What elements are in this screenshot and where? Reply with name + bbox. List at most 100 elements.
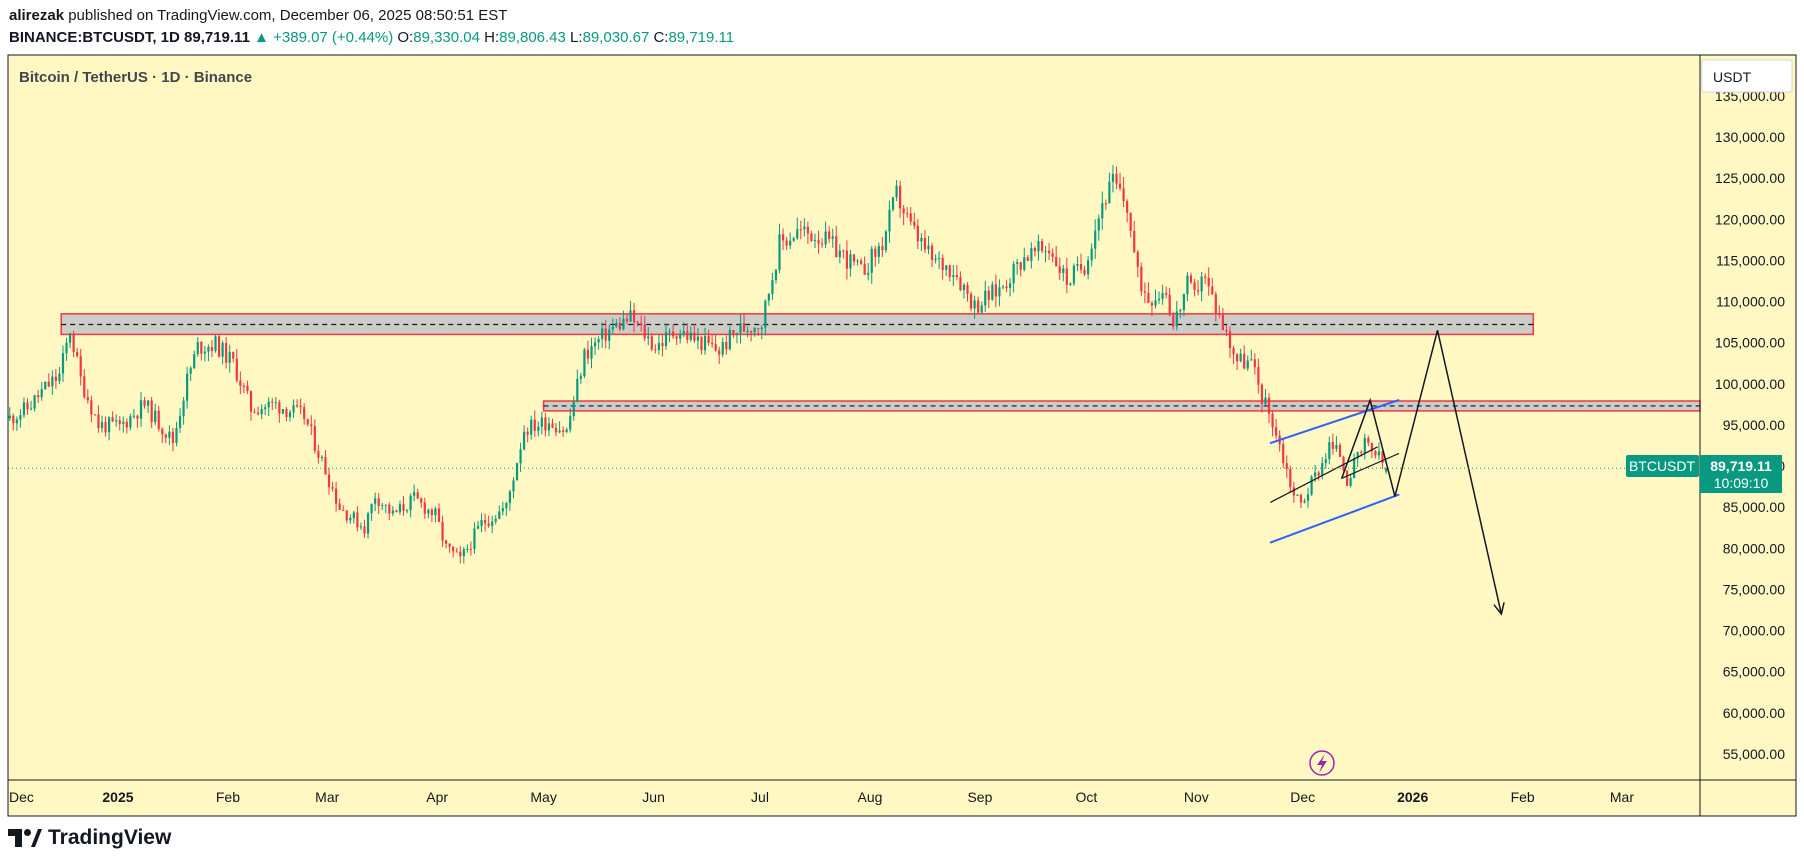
candle-body[interactable] xyxy=(742,323,746,332)
candle-body[interactable] xyxy=(483,520,487,524)
candle-body[interactable] xyxy=(476,525,480,529)
candle-body[interactable] xyxy=(256,412,260,415)
candle-body[interactable] xyxy=(1055,256,1058,267)
candle-body[interactable] xyxy=(668,331,671,333)
candle-body[interactable] xyxy=(1087,260,1090,275)
candle-body[interactable] xyxy=(583,349,586,377)
candle-body[interactable] xyxy=(558,430,561,433)
candle-body[interactable] xyxy=(182,400,185,417)
candle-body[interactable] xyxy=(239,380,242,386)
candle-body[interactable] xyxy=(1165,293,1168,295)
candle-body[interactable] xyxy=(569,416,572,430)
candle-body[interactable] xyxy=(540,417,543,427)
candle-body[interactable] xyxy=(1023,257,1026,270)
candle-body[interactable] xyxy=(1335,444,1338,449)
candle-body[interactable] xyxy=(398,504,402,513)
candle-body[interactable] xyxy=(68,334,72,343)
candle-body[interactable] xyxy=(870,248,873,273)
candle-body[interactable] xyxy=(498,511,501,519)
candle-body[interactable] xyxy=(1168,294,1171,316)
flash-icon[interactable] xyxy=(1309,750,1335,776)
candle-body[interactable] xyxy=(611,326,614,330)
candle-body[interactable] xyxy=(1044,250,1047,252)
candle-body[interactable] xyxy=(118,420,121,424)
candle-body[interactable] xyxy=(1030,247,1033,261)
candle-body[interactable] xyxy=(679,334,682,339)
candle-body[interactable] xyxy=(778,234,781,270)
candle-body[interactable] xyxy=(19,415,22,420)
candle-body[interactable] xyxy=(1040,241,1044,251)
candle-body[interactable] xyxy=(533,419,536,431)
candle-body[interactable] xyxy=(739,323,742,334)
candle-body[interactable] xyxy=(505,503,508,509)
candle-body[interactable] xyxy=(1133,231,1136,252)
candle-body[interactable] xyxy=(899,185,902,209)
candle-body[interactable] xyxy=(881,246,884,251)
candle-body[interactable] xyxy=(884,231,888,251)
candle-body[interactable] xyxy=(785,240,788,246)
candle-body[interactable] xyxy=(891,197,895,210)
candle-body[interactable] xyxy=(1016,262,1019,264)
candle-body[interactable] xyxy=(217,336,221,357)
candle-body[interactable] xyxy=(767,294,770,301)
candle-body[interactable] xyxy=(1204,276,1207,278)
candle-body[interactable] xyxy=(1282,444,1285,464)
candle-body[interactable] xyxy=(508,491,512,504)
candle-body[interactable] xyxy=(1292,487,1295,496)
candle-body[interactable] xyxy=(437,508,441,522)
candle-body[interactable] xyxy=(554,427,558,433)
candle-body[interactable] xyxy=(789,240,792,246)
candle-body[interactable] xyxy=(987,290,990,300)
candle-body[interactable] xyxy=(193,354,196,369)
candle-body[interactable] xyxy=(625,318,629,322)
candle-body[interactable] xyxy=(306,419,309,425)
candle-body[interactable] xyxy=(271,401,274,403)
candle-body[interactable] xyxy=(618,322,621,330)
candle-body[interactable] xyxy=(1136,251,1139,267)
candle-body[interactable] xyxy=(1303,500,1306,503)
candle-body[interactable] xyxy=(721,342,724,355)
candle-body[interactable] xyxy=(1008,283,1012,288)
candle-body[interactable] xyxy=(608,329,611,341)
candle-body[interactable] xyxy=(147,400,150,406)
candle-body[interactable] xyxy=(125,421,128,428)
candle-body[interactable] xyxy=(984,290,987,306)
candle-body[interactable] xyxy=(356,512,359,528)
candle-body[interactable] xyxy=(675,336,678,339)
candle-body[interactable] xyxy=(650,336,653,350)
candle-body[interactable] xyxy=(459,551,462,557)
candle-body[interactable] xyxy=(1161,293,1164,299)
tradingview-logo[interactable]: TradingView xyxy=(8,826,171,850)
candle-body[interactable] xyxy=(1062,268,1065,274)
candle-body[interactable] xyxy=(1370,442,1373,451)
candle-body[interactable] xyxy=(115,420,118,422)
candle-body[interactable] xyxy=(654,349,657,351)
candle-body[interactable] xyxy=(1143,291,1146,293)
candle-body[interactable] xyxy=(260,409,263,415)
candle-body[interactable] xyxy=(335,488,338,504)
candle-body[interactable] xyxy=(278,402,281,414)
candle-body[interactable] xyxy=(622,318,625,330)
candle-body[interactable] xyxy=(235,358,238,381)
candle-body[interactable] xyxy=(838,250,841,258)
candle-body[interactable] xyxy=(718,350,721,355)
candle-body[interactable] xyxy=(1253,359,1256,368)
candle-body[interactable] xyxy=(1005,286,1008,288)
candle-body[interactable] xyxy=(1246,360,1249,369)
candle-body[interactable] xyxy=(930,245,934,260)
candle-body[interactable] xyxy=(955,275,958,278)
candle-body[interactable] xyxy=(828,231,831,239)
candle-body[interactable] xyxy=(1196,290,1200,292)
candle-body[interactable] xyxy=(423,502,426,514)
candle-body[interactable] xyxy=(8,415,11,419)
candle-body[interactable] xyxy=(1129,212,1132,232)
candle-body[interactable] xyxy=(927,245,930,250)
candle-body[interactable] xyxy=(966,284,969,294)
candle-body[interactable] xyxy=(714,344,717,351)
candle-body[interactable] xyxy=(1047,250,1051,254)
candle-body[interactable] xyxy=(1353,458,1356,478)
candle-body[interactable] xyxy=(994,284,997,297)
candle-body[interactable] xyxy=(934,258,937,260)
candle-body[interactable] xyxy=(1154,300,1157,306)
candle-body[interactable] xyxy=(1189,275,1193,283)
